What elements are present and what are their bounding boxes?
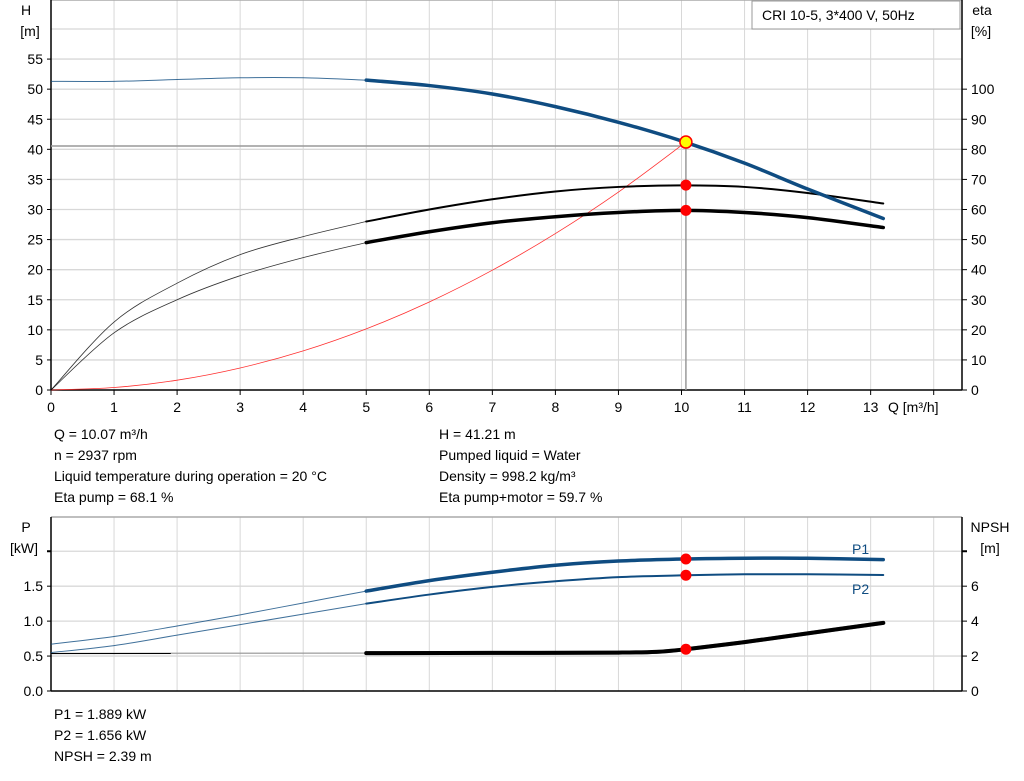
- duty-point-marker: [679, 135, 693, 149]
- x-tick-label: 2: [173, 399, 181, 415]
- p2-point: [680, 569, 692, 581]
- x-tick-label: 11: [737, 399, 752, 415]
- y-right-tick-label: 80: [971, 141, 987, 157]
- info-speed: n = 2937 rpm: [54, 447, 137, 463]
- x-tick-label: 5: [362, 399, 370, 415]
- y-right-tick-label: 50: [971, 232, 987, 248]
- x-axis-label: Q [m³/h]: [888, 399, 939, 415]
- y-right-tick-label: 100: [971, 81, 995, 97]
- info-temperature: Liquid temperature during operation = 20…: [54, 468, 327, 484]
- y-left-tick-label: 25: [27, 232, 43, 248]
- p1-curve: [364, 556, 886, 593]
- p2-curve: [365, 573, 885, 605]
- p1-point: [680, 553, 692, 565]
- x-tick-label: 3: [236, 399, 244, 415]
- y-right-label: eta: [972, 2, 992, 18]
- y-left-tick-label: 10: [27, 322, 43, 338]
- npsh-curve-operating: [364, 620, 886, 656]
- x-tick-label: 6: [425, 399, 433, 415]
- legend-box: [751, 0, 961, 30]
- y-right-tick-label: 60: [971, 202, 987, 218]
- y-right-tick-label: 4: [971, 613, 979, 629]
- p1-curve-extrapolated: [50, 590, 367, 645]
- y-right-tick-label: 0: [971, 683, 979, 699]
- x-tick-label: 1: [110, 399, 118, 415]
- p1-series-label: P1: [852, 541, 869, 557]
- x-tick-label: 7: [488, 399, 496, 415]
- eta-pump-motor-curve: [364, 208, 886, 245]
- x-tick-label: 10: [674, 399, 690, 415]
- legend-box-text: CRI 10-5, 3*400 V, 50Hz: [762, 7, 915, 23]
- x-tick-label: 8: [552, 399, 560, 415]
- y-right-tick-label: 0: [971, 382, 979, 398]
- system-curve: [50, 141, 687, 391]
- y-left-tick-label: 1.5: [24, 578, 44, 594]
- p2-curve-extrapolated: [50, 603, 367, 654]
- y-left-unit: [m]: [20, 23, 39, 39]
- y-left-tick-label: 30: [27, 202, 43, 218]
- y-left-tick-label: 55: [27, 51, 43, 67]
- y-right-unit: [%]: [971, 23, 991, 39]
- y-left-tick-label: 50: [27, 81, 43, 97]
- y-left-unit: [kW]: [10, 540, 38, 556]
- npsh-curve: [364, 620, 886, 656]
- y-left-tick-label: 15: [27, 292, 43, 308]
- info-p1: P1 = 1.889 kW: [54, 706, 147, 722]
- y-left-label: H: [21, 2, 31, 18]
- y-left-tick-label: 0.5: [24, 648, 44, 664]
- x-tick-label: 4: [299, 399, 307, 415]
- y-left-label: P: [21, 519, 30, 535]
- eta-pump-curve: [365, 184, 885, 223]
- head-curve: [364, 78, 886, 221]
- y-left-tick-label: 45: [27, 111, 43, 127]
- info-npsh: NPSH = 2.39 m: [54, 748, 152, 764]
- y-left-tick-label: 0: [35, 382, 43, 398]
- info-top-right: H = 41.21 m Pumped liquid = Water Densit…: [439, 424, 602, 508]
- info-p2: P2 = 1.656 kW: [54, 727, 147, 743]
- y-right-tick-label: 2: [971, 648, 979, 664]
- info-h: H = 41.21 m: [439, 426, 516, 442]
- p2-series-label: P2: [852, 581, 869, 597]
- y-right-tick-label: 6: [971, 578, 979, 594]
- info-eta-pump: Eta pump = 68.1 %: [54, 489, 174, 505]
- y-left-tick-label: 5: [35, 352, 43, 368]
- info-liquid: Pumped liquid = Water: [439, 447, 581, 463]
- head-curve-extrapolated: [50, 76, 367, 82]
- y-right-tick-label: 40: [971, 262, 987, 278]
- y-left-tick-label: 40: [27, 141, 43, 157]
- y-left-tick-label: 20: [27, 262, 43, 278]
- eta-pump-motor-point: [680, 204, 692, 216]
- y-right-tick-label: 10: [971, 352, 987, 368]
- y-right-tick-label: 90: [971, 111, 987, 127]
- x-tick-label: 9: [615, 399, 623, 415]
- info-density: Density = 998.2 kg/m³: [439, 468, 576, 484]
- y-right-tick-label: 30: [971, 292, 987, 308]
- info-bottom: P1 = 1.889 kW P2 = 1.656 kW NPSH = 2.39 …: [54, 704, 152, 767]
- x-tick-label: 0: [47, 399, 55, 415]
- y-left-tick-label: 35: [27, 171, 43, 187]
- eta-pump-point: [680, 179, 692, 191]
- x-tick-label: 13: [863, 399, 879, 415]
- y-right-tick-label: 70: [971, 171, 987, 187]
- info-q: Q = 10.07 m³/h: [54, 426, 148, 442]
- y-right-tick-label: 20: [971, 322, 987, 338]
- info-top-left: Q = 10.07 m³/h n = 2937 rpm Liquid tempe…: [54, 424, 327, 508]
- eta-pump-curve-extrapolated: [50, 221, 367, 391]
- y-left-tick-label: 0.0: [24, 683, 44, 699]
- y-right-label: NPSH: [971, 519, 1010, 535]
- y-left-tick-label: 1.0: [24, 613, 44, 629]
- eta-pump-motor-curve-extrapolated: [50, 242, 367, 391]
- npsh-point: [680, 643, 692, 655]
- y-right-unit: [m]: [980, 540, 999, 556]
- info-eta-pump-motor: Eta pump+motor = 59.7 %: [439, 489, 603, 505]
- x-tick-label: 12: [800, 399, 816, 415]
